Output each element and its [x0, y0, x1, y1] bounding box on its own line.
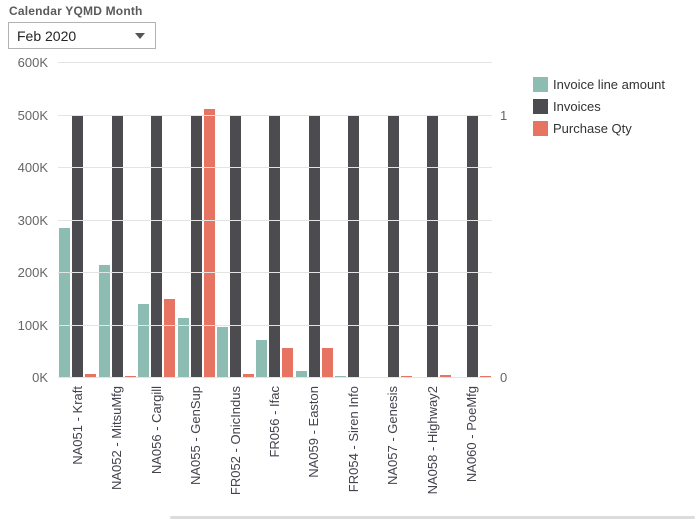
bar-group-1 — [58, 63, 97, 378]
chart-legend: Invoice line amount Invoices Purchase Qty — [533, 73, 665, 139]
bar-group-10 — [413, 63, 452, 378]
bar[interactable] — [348, 115, 360, 378]
bar[interactable] — [427, 115, 439, 378]
category-label: FR054 - Siren Info — [345, 386, 361, 493]
legend-item[interactable]: Purchase Qty — [533, 117, 665, 139]
bar-group-8 — [334, 63, 373, 378]
bar[interactable] — [256, 340, 268, 378]
bar-groups — [58, 63, 492, 378]
left-axis-tick: 100K — [17, 317, 48, 333]
left-axis-tick: 300K — [17, 212, 48, 228]
bar-group-6 — [255, 63, 294, 378]
bar[interactable] — [164, 299, 176, 378]
gridline — [58, 167, 492, 168]
bar-group-7 — [295, 63, 334, 378]
bar[interactable] — [151, 115, 163, 378]
legend-item[interactable]: Invoices — [533, 95, 665, 117]
left-axis-tick: 400K — [17, 160, 48, 175]
bar[interactable] — [177, 318, 189, 378]
gridline — [58, 324, 492, 326]
bar-chart-plot-area — [58, 62, 492, 378]
bar-group-3 — [137, 63, 176, 378]
bar[interactable] — [282, 348, 294, 378]
horizontal-scrollbar[interactable] — [170, 516, 695, 519]
legend-label: Purchase Qty — [553, 120, 632, 136]
bar-group-5 — [216, 63, 255, 378]
bar[interactable] — [308, 115, 320, 378]
gridline — [58, 219, 492, 221]
slicer-selected-value: Feb 2020 — [17, 27, 77, 44]
gridline — [58, 377, 492, 378]
legend-swatch-icon — [533, 120, 548, 136]
legend-label: Invoices — [553, 98, 601, 114]
category-label: NA059 - Easton — [306, 386, 322, 478]
category-label: NA051 - Kraft — [69, 386, 85, 465]
bar[interactable] — [138, 304, 150, 378]
bar[interactable] — [98, 265, 110, 378]
gridline — [58, 62, 492, 63]
bar[interactable] — [230, 115, 242, 378]
bar[interactable] — [217, 327, 229, 378]
left-axis-tick: 0K — [32, 370, 48, 385]
bar[interactable] — [466, 115, 478, 378]
gridline — [58, 114, 492, 116]
legend-label: Invoice line amount — [553, 76, 666, 92]
category-label: NA057 - Genesis — [385, 386, 401, 485]
category-label: FR056 - Ifac — [267, 386, 282, 458]
month-slicer-dropdown[interactable]: Feb 2020 — [8, 22, 156, 49]
bar-group-4 — [176, 63, 215, 378]
bar[interactable] — [269, 115, 281, 378]
bar[interactable] — [440, 375, 452, 378]
bar[interactable] — [203, 109, 215, 378]
category-label: NA060 - PoeMfg — [464, 386, 480, 483]
left-axis-tick: 500K — [17, 107, 48, 123]
left-axis-tick: 600K — [17, 55, 48, 70]
bar-group-2 — [97, 63, 136, 378]
category-label: NA055 - GenSup — [188, 386, 204, 486]
bar[interactable] — [321, 348, 333, 378]
bar[interactable] — [59, 228, 71, 378]
gridline — [58, 272, 492, 273]
right-axis-tick: 1 — [500, 107, 508, 123]
legend-item[interactable]: Invoice line amount — [533, 73, 665, 95]
left-axis-tick: 200K — [17, 265, 48, 280]
bar[interactable] — [387, 115, 399, 378]
legend-swatch-icon — [533, 98, 548, 114]
right-axis-tick: 0 — [500, 370, 508, 385]
legend-swatch-icon — [533, 76, 548, 92]
category-label: NA058 - Highway2 — [424, 386, 440, 495]
category-label: NA056 - Cargill — [148, 386, 164, 475]
bar[interactable] — [295, 371, 307, 378]
category-label: FR052 - OnicIndus — [227, 386, 243, 496]
slicer-title: Calendar YQMD Month — [9, 4, 143, 18]
bar[interactable] — [111, 115, 123, 378]
category-label: NA052 - MitsuMfg — [109, 386, 125, 491]
bar-group-9 — [374, 63, 413, 378]
bar[interactable] — [85, 374, 97, 378]
bar[interactable] — [190, 115, 202, 378]
bar[interactable] — [243, 374, 255, 378]
chevron-down-icon — [135, 32, 145, 39]
bar-group-11 — [453, 63, 492, 378]
bar[interactable] — [72, 115, 84, 378]
